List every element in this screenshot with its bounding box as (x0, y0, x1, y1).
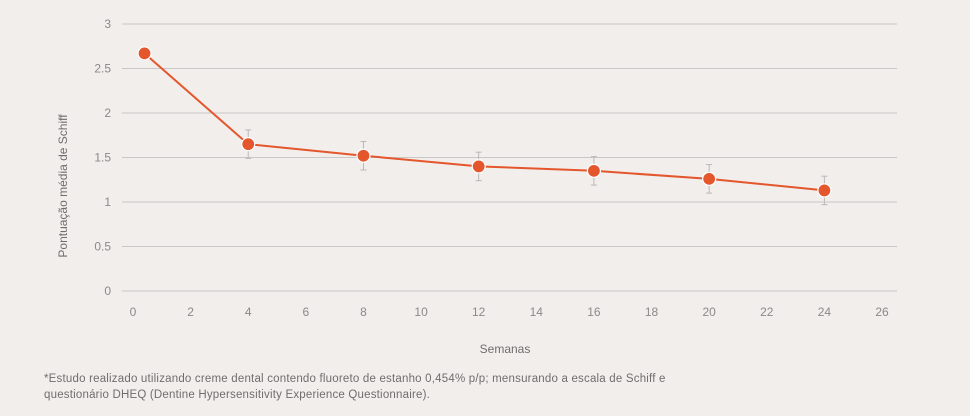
x-axis-label: Semanas (480, 342, 531, 356)
footnote-line-1: *Estudo realizado utilizando creme denta… (44, 373, 666, 385)
x-tick-label: 26 (875, 305, 889, 319)
y-tick-label: 2.5 (94, 62, 111, 76)
x-tick-label: 10 (414, 305, 428, 319)
x-tick-label: 6 (303, 305, 310, 319)
data-point (137, 46, 152, 61)
y-tick-label: 1 (104, 195, 111, 209)
x-tick-label: 14 (530, 305, 544, 319)
x-tick-label: 2 (187, 305, 194, 319)
data-point (356, 148, 371, 163)
footnote-line-2: questionário DHEQ (Dentine Hypersensitiv… (44, 389, 431, 401)
y-tick-label: 0.5 (94, 240, 111, 254)
y-tick-label: 3 (104, 17, 111, 31)
x-tick-label: 8 (360, 305, 367, 319)
x-tick-label: 20 (702, 305, 716, 319)
x-tick-label: 0 (130, 305, 137, 319)
data-point (817, 183, 832, 198)
data-point (471, 159, 486, 174)
data-point (702, 171, 717, 186)
grid-lines (122, 23, 897, 292)
y-axis-ticks: 0 0.5 1 1.5 2 2.5 3 (94, 17, 111, 298)
series-layer (137, 46, 832, 206)
x-tick-label: 4 (245, 305, 252, 319)
mean-schiff-score-line-chart: 00.511.522.53 0 2 4 6 8 10 12 14 16 18 20 22 24 26 Se… (56, 17, 897, 356)
y-axis-label: Pontuação média de Schiff (56, 114, 70, 258)
data-point (586, 163, 602, 178)
data-point (241, 137, 256, 152)
y-tick-label: 0 (104, 284, 111, 298)
x-tick-label: 12 (472, 305, 486, 319)
x-axis-ticks: 0 2 4 6 8 10 12 14 16 18 20 22 24 26 (130, 305, 889, 319)
x-tick-label: 16 (587, 305, 601, 319)
x-tick-label: 22 (760, 305, 774, 319)
y-tick-label: 1.5 (94, 151, 111, 165)
y-tick-label: 2 (104, 106, 111, 120)
x-tick-label: 18 (645, 305, 659, 319)
x-tick-label: 24 (818, 305, 832, 319)
footnote: *Estudo realizado utilizando creme denta… (44, 371, 944, 403)
